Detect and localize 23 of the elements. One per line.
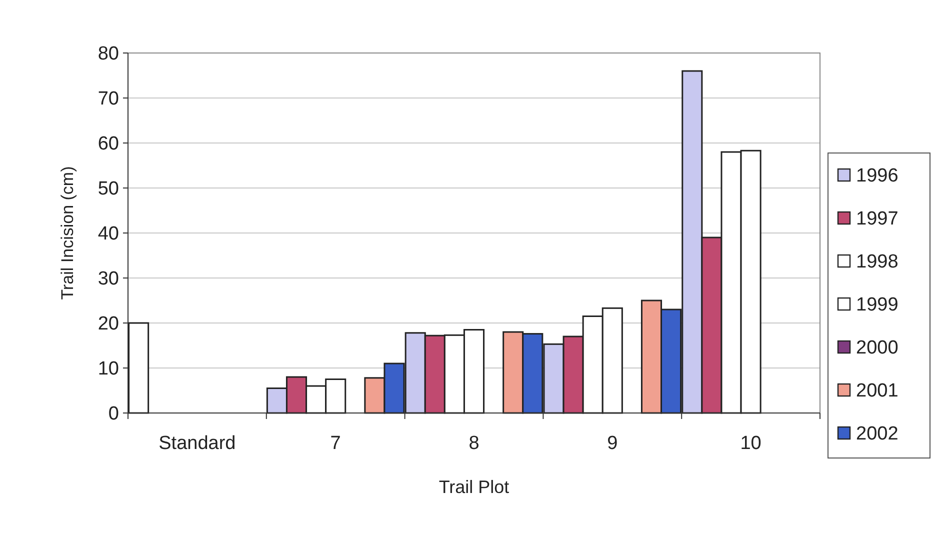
legend-label: 2002 (856, 424, 898, 445)
legend-label: 1998 (856, 252, 898, 273)
legend-label: 2001 (856, 380, 898, 402)
legend-label: 1999 (856, 294, 898, 316)
y-tick-label: 60 (98, 134, 119, 155)
y-tick-label: 50 (98, 178, 119, 200)
x-tick-label: 10 (740, 433, 762, 454)
x-tick-label: 8 (468, 433, 480, 454)
y-tick-label: 20 (98, 314, 119, 335)
y-tick-label: 40 (98, 224, 119, 245)
x-tick-label: 7 (330, 433, 341, 454)
legend-label: 2000 (856, 338, 898, 359)
x-axis-title: Trail Plot (438, 477, 510, 497)
y-tick-label: 30 (98, 268, 119, 290)
y-tick-label: 80 (98, 44, 119, 65)
y-tick-label: 70 (98, 88, 119, 110)
legend-label: 1996 (856, 166, 898, 187)
y-tick-label: 10 (98, 358, 119, 380)
x-tick-label: 9 (607, 433, 618, 454)
x-tick-label: Standard (158, 433, 236, 454)
legend-label: 1997 (856, 208, 898, 230)
y-tick-label: 0 (108, 404, 119, 425)
y-axis-title: Trail Incision (cm) (58, 166, 77, 300)
